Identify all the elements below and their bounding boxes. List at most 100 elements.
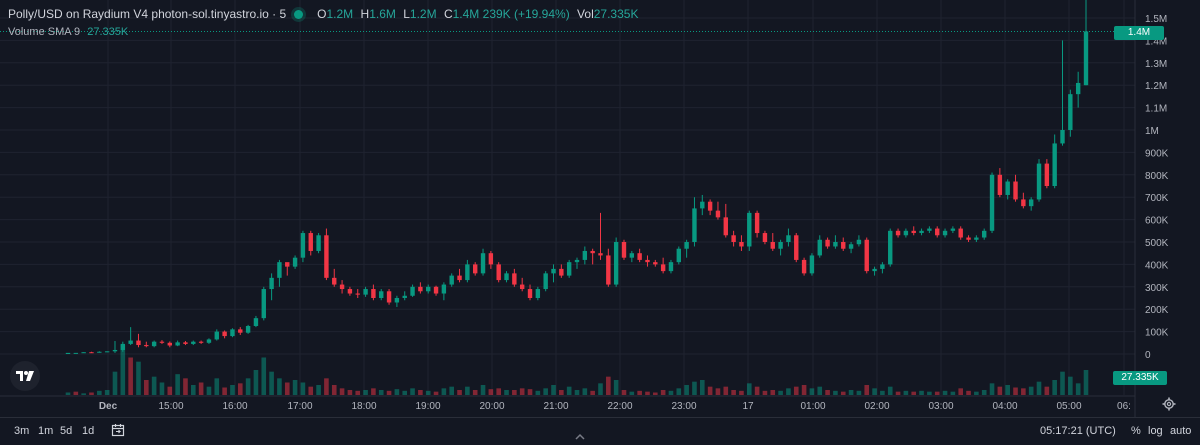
candle-body xyxy=(97,351,102,353)
candle-body xyxy=(606,255,611,285)
candle-body xyxy=(794,235,799,260)
candle-body xyxy=(206,339,212,343)
candle-body xyxy=(473,264,478,274)
change-value: 239K (+19.94%) xyxy=(482,7,570,21)
candle-body xyxy=(89,352,94,354)
volume-bar xyxy=(488,389,494,395)
settings-gear-icon[interactable] xyxy=(1162,397,1176,411)
candle-body xyxy=(324,235,329,278)
volume-bar xyxy=(1060,371,1065,395)
candle-body xyxy=(355,293,360,295)
volume-bar xyxy=(840,391,846,395)
candle-body xyxy=(230,329,235,337)
volume-bar xyxy=(1044,386,1050,395)
volume-bar xyxy=(793,386,799,395)
time-tick-label: 22:00 xyxy=(607,401,632,412)
volume-bar xyxy=(927,391,932,395)
high-value: 1.6M xyxy=(369,7,396,21)
time-tick-label: Dec xyxy=(99,401,118,412)
symbol-legend[interactable]: Polly/USD on Raydium V4 photon-sol.tinya… xyxy=(8,7,639,21)
volume-bar xyxy=(222,387,227,395)
candle-body xyxy=(136,340,141,346)
candle-body xyxy=(269,277,274,290)
volume-bar xyxy=(778,390,783,395)
time-tick-label: 21:00 xyxy=(543,401,568,412)
candle-body xyxy=(653,262,658,265)
range-3m-button[interactable]: 3m xyxy=(14,425,30,437)
price-tick-label: 100K xyxy=(1145,328,1169,339)
candle-body xyxy=(339,284,345,290)
candle-body xyxy=(1036,163,1042,200)
candle-body xyxy=(903,230,909,236)
time-tick-label: 16:00 xyxy=(222,401,247,412)
volume-bar xyxy=(316,385,321,395)
candle-body xyxy=(1052,143,1057,186)
candle-body xyxy=(645,259,650,263)
candle-body xyxy=(418,286,423,292)
candle-body xyxy=(1021,199,1026,207)
candle-body xyxy=(786,235,791,242)
volume-bar xyxy=(848,390,854,395)
volume-bar xyxy=(606,376,611,395)
volume-bar xyxy=(1083,370,1089,395)
volume-bar xyxy=(97,390,102,395)
volume-bar xyxy=(465,386,470,395)
candle-body xyxy=(120,343,126,350)
candle-body xyxy=(245,326,251,333)
auto-scale-toggle[interactable]: auto xyxy=(1170,425,1192,437)
candle-body xyxy=(183,342,188,344)
time-tick-label: 17:00 xyxy=(287,401,312,412)
range-1d-button[interactable]: 1d xyxy=(82,425,95,437)
volume-bar xyxy=(559,390,564,395)
time-tick-label: 06: xyxy=(1117,401,1131,412)
volume-bar xyxy=(151,376,157,395)
log-scale-toggle[interactable]: log xyxy=(1148,425,1163,437)
candlestick-series xyxy=(0,0,1135,354)
volume-bar xyxy=(613,380,619,395)
candle-body xyxy=(974,237,979,240)
utc-clock[interactable]: 05:17:21 (UTC) xyxy=(1040,425,1116,437)
range-1m-button[interactable]: 1m xyxy=(38,425,54,437)
candle-body xyxy=(1028,199,1034,207)
volume-bar xyxy=(825,390,830,395)
volume-legend[interactable]: Volume SMA 9 27.335K xyxy=(8,26,128,38)
volume-bar xyxy=(801,385,807,395)
candle-body xyxy=(371,289,376,298)
chevron-up-icon[interactable] xyxy=(574,431,586,441)
volume-bar xyxy=(81,393,86,395)
candle-body xyxy=(942,230,948,236)
volume-bar xyxy=(872,388,877,395)
candle-body xyxy=(809,255,815,274)
volume-bar xyxy=(981,390,987,395)
percent-scale-toggle[interactable]: % xyxy=(1131,425,1141,437)
candle-body xyxy=(825,239,830,247)
time-tick-label: 17 xyxy=(742,401,754,412)
volume-bar xyxy=(472,390,478,395)
time-tick-label: 05:00 xyxy=(1056,401,1081,412)
volume-bar xyxy=(512,390,517,395)
candle-body xyxy=(504,273,509,281)
time-tick-label: 15:00 xyxy=(158,401,183,412)
candle-body xyxy=(73,352,79,354)
volume-bar xyxy=(449,386,455,395)
range-5d-button[interactable]: 5d xyxy=(60,425,73,437)
time-tick-label: 23:00 xyxy=(671,401,696,412)
tradingview-logo-icon[interactable] xyxy=(10,361,40,391)
candle-body xyxy=(175,342,180,346)
volume-bar xyxy=(300,382,306,395)
price-tick-label: 1.4M xyxy=(1145,36,1167,47)
volume-bar xyxy=(551,385,556,395)
volume-bar xyxy=(425,390,431,395)
time-tick-label: 20:00 xyxy=(479,401,504,412)
volume-bar xyxy=(198,382,204,395)
candle-body xyxy=(911,230,916,234)
volume-bar xyxy=(692,381,697,395)
candle-body xyxy=(112,349,118,352)
symbol-title[interactable]: Polly/USD on Raydium V4 photon-sol.tinya… xyxy=(8,7,287,21)
goto-date-icon[interactable] xyxy=(111,423,125,437)
candle-body xyxy=(621,242,627,258)
volume-bar xyxy=(527,389,533,395)
volume-bar xyxy=(637,390,642,395)
time-tick-label: 03:00 xyxy=(928,401,953,412)
